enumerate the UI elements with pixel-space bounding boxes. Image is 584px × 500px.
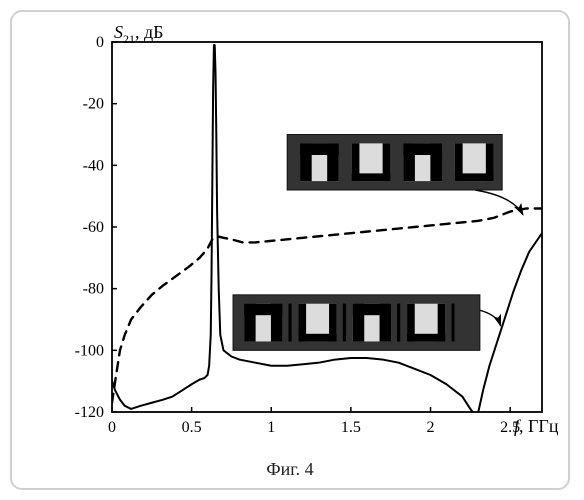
- y-tick-label: -80: [83, 281, 104, 298]
- figure-frame: 00.511.522.5f, ГГц0-20-40-60-80-100-120S…: [10, 10, 570, 490]
- y-tick-label: 0: [96, 34, 104, 51]
- x-tick-label: 2: [427, 419, 435, 436]
- y-tick-label: -120: [75, 404, 104, 421]
- x-tick-label: 1: [267, 419, 275, 436]
- chart-svg: 00.511.522.5f, ГГц0-20-40-60-80-100-120S…: [52, 22, 562, 442]
- x-tick-label: 1.5: [341, 419, 361, 436]
- y-tick-label: -60: [83, 219, 104, 236]
- y-tick-label: -20: [83, 96, 104, 113]
- plot-area: 00.511.522.5f, ГГц0-20-40-60-80-100-120S…: [52, 22, 562, 442]
- solid-series: [112, 45, 542, 415]
- inset-bottom: [233, 295, 480, 351]
- figure-caption: Фиг. 4: [12, 459, 568, 480]
- axes-box: [112, 42, 542, 412]
- y-tick-label: -40: [83, 157, 104, 174]
- leader-dashed: [475, 190, 523, 215]
- x-tick-label: 0: [108, 419, 116, 436]
- x-axis-label: f, ГГц: [514, 416, 559, 436]
- inset-top: [287, 135, 502, 191]
- x-tick-label: 0.5: [182, 419, 202, 436]
- y-tick-label: -100: [75, 342, 104, 359]
